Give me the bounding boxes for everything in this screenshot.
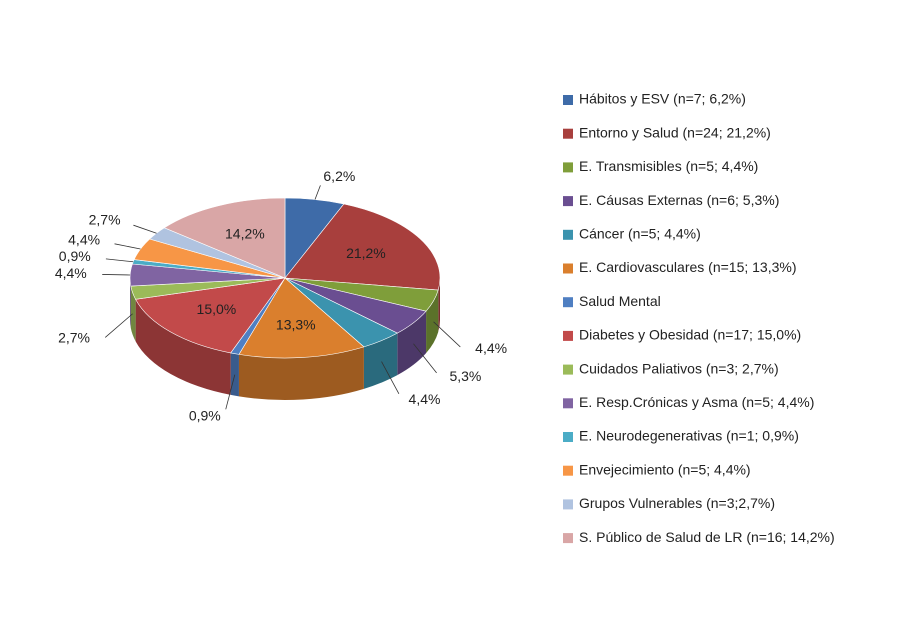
legend-label: E. Resp.Crónicas y Asma (n=5; 4,4%): [579, 394, 814, 410]
leader-line: [114, 243, 141, 250]
legend-swatch: [563, 533, 573, 544]
legend-swatch: [563, 465, 573, 476]
slice: [238, 277, 365, 359]
leader-line: [314, 185, 321, 200]
data-label: 2,7%: [89, 211, 121, 227]
legend-swatch: [563, 128, 573, 139]
leader-line: [433, 321, 461, 348]
data-label: 13,3%: [276, 316, 316, 332]
legend-label: Envejecimiento (n=5; 4,4%): [579, 461, 751, 477]
leader-line: [105, 258, 134, 263]
legend-label: Cuidados Paliativos (n=3; 2,7%): [579, 360, 779, 376]
legend-label: Hábitos y ESV (n=7; 6,2%): [579, 91, 746, 107]
legend-label: Cáncer (n=5; 4,4%): [579, 226, 701, 242]
slice: [284, 203, 441, 291]
legend-swatch: [563, 364, 573, 375]
slice-side: [426, 290, 439, 354]
data-label: 14,2%: [225, 225, 265, 241]
data-label: 6,2%: [323, 168, 355, 184]
legend-swatch: [563, 297, 573, 308]
legend-label: E. Transmisibles (n=5; 4,4%): [579, 158, 758, 174]
data-label: 15,0%: [197, 301, 237, 317]
legend-swatch: [563, 499, 573, 510]
data-label: 0,9%: [189, 408, 221, 424]
legend-label: Salud Mental: [579, 293, 661, 309]
leader-line: [104, 313, 133, 338]
legend-label: E. Cáusas Externas (n=6; 5,3%): [579, 192, 779, 208]
legend-swatch: [563, 196, 573, 207]
slice: [163, 197, 286, 279]
leader-line: [381, 361, 400, 395]
slice-side: [135, 299, 231, 395]
leader-line: [225, 374, 236, 410]
legend-swatch: [563, 432, 573, 442]
legend-swatch: [563, 330, 573, 341]
slice-side: [238, 346, 364, 401]
legend-label: E. Cardiovasculares (n=15; 13,3%): [579, 259, 797, 275]
data-label: 21,2%: [346, 245, 386, 261]
slice-side: [230, 352, 239, 397]
data-label: 4,4%: [409, 391, 441, 407]
legend-label: Grupos Vulnerables (n=3;2,7%): [579, 495, 775, 511]
legend-swatch: [563, 229, 573, 240]
data-label: 4,4%: [55, 265, 87, 281]
data-label: 2,7%: [58, 330, 90, 346]
legend-label: Diabetes y Obesidad (n=17; 15,0%): [579, 327, 801, 343]
legend-swatch: [563, 263, 573, 274]
legend-label: S. Público de Salud de LR (n=16; 14,2%): [579, 529, 835, 545]
legend-label: E. Neurodegenerativas (n=1; 0,9%): [579, 428, 799, 444]
data-label: 5,3%: [449, 368, 481, 384]
data-label: 0,9%: [59, 248, 91, 264]
slice-side: [130, 286, 136, 342]
legend-swatch: [563, 95, 573, 105]
leader-line: [102, 274, 131, 276]
legend-label: Entorno y Salud (n=24; 21,2%): [579, 124, 771, 140]
legend-swatch: [563, 398, 573, 409]
leader-line: [133, 224, 157, 234]
data-label: 4,4%: [475, 340, 507, 356]
data-label: 4,4%: [68, 232, 100, 248]
slice-side: [397, 311, 427, 376]
slice-side: [438, 278, 440, 333]
slice: [135, 277, 286, 354]
legend-swatch: [563, 162, 573, 173]
leader-line: [413, 343, 437, 374]
